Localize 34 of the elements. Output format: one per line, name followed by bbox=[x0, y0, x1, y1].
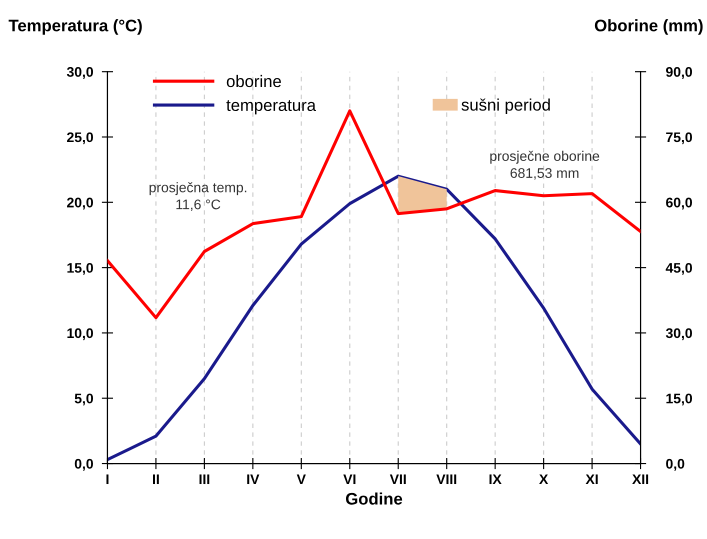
x-tick-label: V bbox=[296, 474, 306, 484]
x-tick-label: XII bbox=[632, 474, 648, 484]
x-tick-label: IX bbox=[490, 474, 502, 484]
y-tick-label: 20,0 bbox=[67, 198, 94, 210]
y2-tick-label: 0,0 bbox=[666, 458, 684, 471]
y-axis-title: Temperatura (°C) bbox=[8, 19, 142, 35]
x-tick-label: II bbox=[152, 474, 159, 484]
y2-tick-label: 60,0 bbox=[666, 198, 692, 210]
x-tick-label: X bbox=[539, 474, 548, 484]
y-tick-label: 30,0 bbox=[66, 67, 94, 79]
x-tick-label: VI bbox=[343, 474, 356, 484]
y2-tick-label: 90,0 bbox=[666, 67, 692, 79]
y-tick-label: 5,0 bbox=[74, 394, 94, 406]
y-tick-label: 15,0 bbox=[67, 262, 94, 275]
y-tick-label: 25,0 bbox=[67, 132, 94, 144]
y2-tick-label: 45,0 bbox=[666, 262, 692, 275]
y2-axis-title: Oborine (mm) bbox=[594, 19, 703, 35]
x-tick-label: III bbox=[200, 474, 210, 484]
legend-label: oborine bbox=[226, 74, 281, 88]
y-tick-label: 0,0 bbox=[74, 458, 94, 471]
legend-label: temperatura bbox=[226, 100, 316, 114]
y2-tick-label: 75,0 bbox=[666, 132, 692, 144]
x-tick-label: VIII bbox=[436, 474, 456, 484]
y2-tick-label: 30,0 bbox=[666, 328, 692, 340]
y-tick-label: 10,0 bbox=[67, 328, 94, 340]
x-tick-label: I bbox=[106, 474, 108, 484]
y2-tick-label: 15,0 bbox=[666, 394, 692, 406]
annotation: prosječna temp. 11,6 °C bbox=[150, 182, 246, 211]
x-axis-title: Godine bbox=[346, 492, 402, 505]
x-tick-label: VII bbox=[390, 474, 406, 484]
x-tick-label: XI bbox=[586, 474, 598, 484]
annotation: prosječne oborine 681,53 mm bbox=[490, 150, 600, 180]
x-tick-label: IV bbox=[247, 474, 260, 484]
legend-label: sušni period bbox=[462, 98, 550, 114]
